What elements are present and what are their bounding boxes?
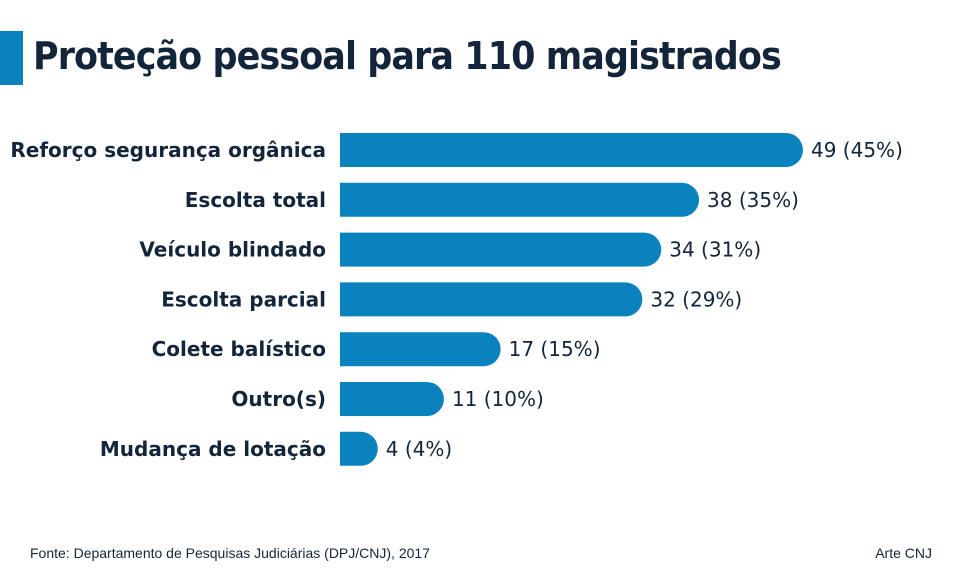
category-label: Veículo blindado: [139, 238, 326, 262]
value-label: 4 (4%): [386, 437, 452, 461]
source-note: Fonte: Departamento de Pesquisas Judiciá…: [30, 545, 430, 561]
category-label: Escolta parcial: [161, 287, 326, 311]
bar-3: [340, 282, 643, 317]
category-label: Outro(s): [231, 387, 326, 411]
value-label: 17 (15%): [509, 337, 601, 361]
bar-1: [340, 182, 700, 217]
chart-title: Proteção pessoal para 110 magistrados: [33, 34, 782, 78]
category-label: Reforço segurança orgânica: [10, 138, 326, 162]
value-label: 38 (35%): [707, 188, 799, 212]
bar-6: [340, 431, 378, 466]
value-label: 11 (10%): [452, 387, 544, 411]
category-label: Escolta total: [185, 188, 326, 212]
value-label: 49 (45%): [811, 138, 903, 162]
credit-note: Arte CNJ: [875, 545, 932, 561]
title-accent-bar: [0, 31, 23, 85]
value-label: 34 (31%): [669, 238, 761, 262]
category-label: Mudança de lotação: [100, 437, 326, 461]
bar-2: [340, 232, 662, 267]
bar-0: [340, 133, 803, 167]
bar-5: [340, 382, 444, 416]
value-label: 32 (29%): [650, 287, 742, 311]
bar-4: [340, 332, 501, 367]
category-label: Colete balístico: [152, 337, 326, 361]
